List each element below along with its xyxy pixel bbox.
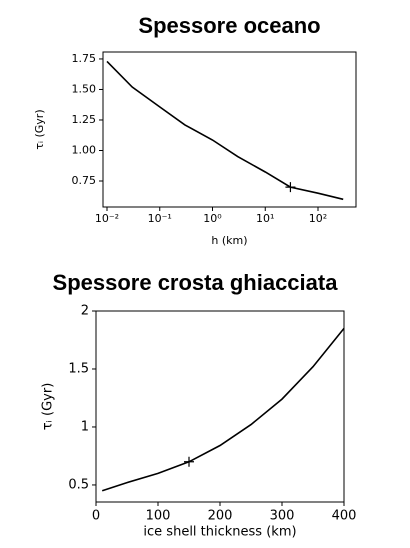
- y-tick-label: 1.50: [72, 82, 97, 95]
- marker: [285, 182, 296, 193]
- y-tick-label: 0.5: [68, 477, 89, 492]
- marker: [184, 456, 194, 467]
- x-tick-label: 300: [270, 509, 295, 524]
- y-tick-label: 1: [81, 419, 89, 434]
- x-tick-label: 10²: [309, 212, 327, 225]
- y-tick-label: 1.00: [72, 143, 97, 156]
- curve: [101, 327, 345, 492]
- y-tick-label: 0.75: [72, 174, 97, 187]
- y-axis-label: τᵢ (Gyr): [41, 383, 56, 431]
- chart-title: Spessore crosta ghiacciata: [53, 270, 339, 295]
- x-tick-label: 100: [146, 509, 171, 524]
- plot-frame: [95, 310, 345, 503]
- x-axis-label: h (km): [211, 234, 247, 247]
- plot-frame: [102, 51, 357, 208]
- x-tick-label: 10⁻²: [95, 212, 119, 225]
- y-tick-label: 1.25: [72, 113, 97, 126]
- x-tick-label: 10¹: [256, 212, 274, 225]
- x-tick-label: 400: [332, 509, 357, 524]
- curve: [106, 60, 344, 201]
- x-tick-label: 200: [208, 509, 233, 524]
- chart-title: Spessore oceano: [138, 13, 320, 38]
- x-tick-label: 0: [92, 509, 100, 524]
- x-axis-label: ice shell thickness (km): [143, 525, 296, 540]
- y-tick-label: 1.75: [72, 52, 97, 65]
- y-axis-label: τᵢ (Gyr): [33, 109, 46, 149]
- x-tick-label: 10⁻¹: [148, 212, 172, 225]
- y-tick-label: 2: [81, 304, 89, 319]
- y-tick-label: 1.5: [68, 361, 89, 376]
- x-tick-label: 10⁰: [203, 212, 222, 225]
